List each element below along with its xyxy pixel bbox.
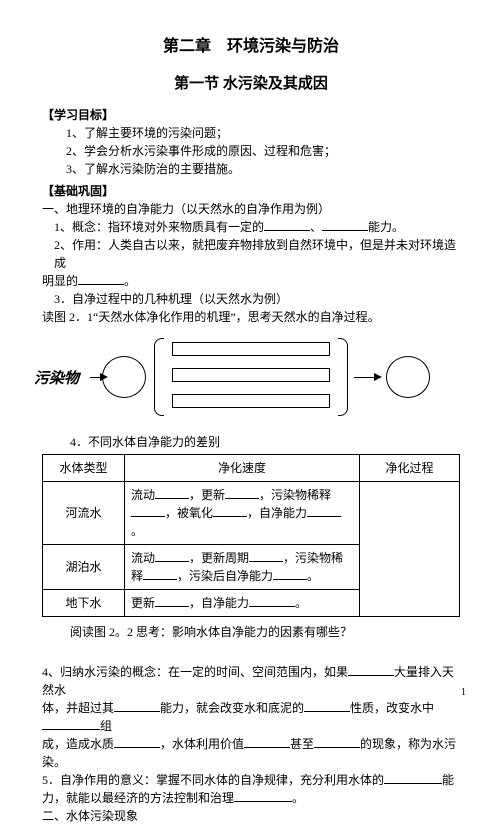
blank — [225, 488, 259, 499]
subheading-2: 二、水体污染现象 — [42, 807, 460, 825]
oval-output — [386, 356, 430, 398]
goal-1: 1、了解主要环境的污染问题； — [42, 124, 460, 142]
cell-speed: 流动，更新，污染物稀释，被氧化，自净能力。 — [125, 481, 360, 544]
chapter-title: 第二章 环境污染与防治 — [42, 35, 460, 59]
table-header-row: 水体类型 净化速度 净化过程 — [43, 454, 460, 481]
th-type: 水体类型 — [43, 454, 125, 481]
process-rect-3 — [172, 394, 330, 408]
blank — [114, 737, 160, 748]
blank — [131, 506, 165, 517]
heading-goals: 【学习目标】 — [42, 106, 460, 124]
purification-diagram: 污染物 — [42, 330, 460, 425]
blank — [348, 665, 394, 676]
blank — [304, 701, 350, 712]
pollutant-label: 污染物 — [34, 368, 79, 391]
brace-right — [338, 338, 348, 416]
blank — [249, 596, 295, 607]
blank — [244, 737, 290, 748]
cell-process-merged — [360, 481, 460, 616]
cell-type: 河流水 — [43, 481, 125, 544]
blank — [143, 569, 177, 580]
q4-line1: 4、归纳水污染的概念：在一定的时间、空间范围内，如果大量排入天然水 — [42, 663, 460, 699]
blank — [273, 569, 307, 580]
th-speed: 净化速度 — [125, 454, 360, 481]
blank — [155, 596, 189, 607]
table-caption: 4．不同水体自净能力的差别 — [42, 433, 460, 451]
foundation-3: 3．自净过程中的几种机理（以天然水为例） — [42, 290, 460, 308]
section-title: 第一节 水污染及其成因 — [42, 73, 460, 96]
blank — [78, 274, 124, 285]
heading-foundation: 【基础巩固】 — [42, 182, 460, 200]
blank — [314, 737, 360, 748]
blank — [322, 220, 368, 231]
blank — [234, 791, 292, 802]
foundation-title: 一、地理环境的自净能力（以天然水的自净作用为例） — [42, 200, 460, 218]
page-number: 1 — [461, 685, 466, 700]
q5-line1: 5．自净作用的意义：掌握不同水体的自净规律，充分利用水体的能 — [42, 771, 460, 789]
process-rect-2 — [172, 368, 330, 382]
q4-line2: 体，并超过其能力，就会改变水和底泥的性质，改变水中组 — [42, 699, 460, 735]
blank — [155, 551, 189, 562]
cell-type: 地下水 — [43, 589, 125, 616]
foundation-1: 1、概念：指环境对外来物质具有一定的、能力。 — [42, 218, 460, 236]
read-2-2: 阅读图 2。2 思考：影响水体自净能力的因素有哪些？ — [42, 623, 460, 641]
blank — [264, 220, 310, 231]
cell-type: 湖泊水 — [43, 544, 125, 589]
blank — [307, 506, 341, 517]
foundation-3-read: 读图 2．1“天然水体净化作用的机理”，思考天然水的自净过程。 — [42, 308, 460, 326]
q5-line2: 力，就能以最经济的方法控制和治理。 — [42, 789, 460, 807]
table-row: 河流水 流动，更新，污染物稀释，被氧化，自净能力。 — [43, 481, 460, 544]
blank — [42, 719, 100, 730]
oval-input — [102, 356, 146, 398]
arrow-head-icon — [100, 373, 108, 381]
th-process: 净化过程 — [360, 454, 460, 481]
goal-2: 2、学会分析水污染事件形成的原因、过程和危害； — [42, 142, 460, 160]
process-rect-1 — [172, 342, 330, 356]
foundation-2b: 明显的。 — [42, 272, 460, 290]
q4-line3: 成，造成水质，水体利用价值甚至的现象，称为水污染。 — [42, 735, 460, 771]
cell-speed: 更新，自净能力。 — [125, 589, 360, 616]
brace-left — [154, 338, 164, 416]
blank — [213, 506, 247, 517]
goal-3: 3、了解水污染防治的主要措施。 — [42, 160, 460, 178]
arrow-line — [354, 377, 376, 379]
blank — [384, 773, 442, 784]
foundation-2a: 2、作用：人类自古以来，就把废弃物排放到自然环境中，但是并未对环境造成 — [42, 236, 460, 272]
purification-table: 水体类型 净化速度 净化过程 河流水 流动，更新，污染物稀释，被氧化，自净能力。… — [42, 454, 460, 617]
cell-speed: 流动，更新周期，污染物稀释，污染后自净能力。 — [125, 544, 360, 589]
blank — [155, 488, 189, 499]
blank — [249, 551, 283, 562]
arrow-head-icon — [374, 373, 382, 381]
blank — [114, 701, 160, 712]
